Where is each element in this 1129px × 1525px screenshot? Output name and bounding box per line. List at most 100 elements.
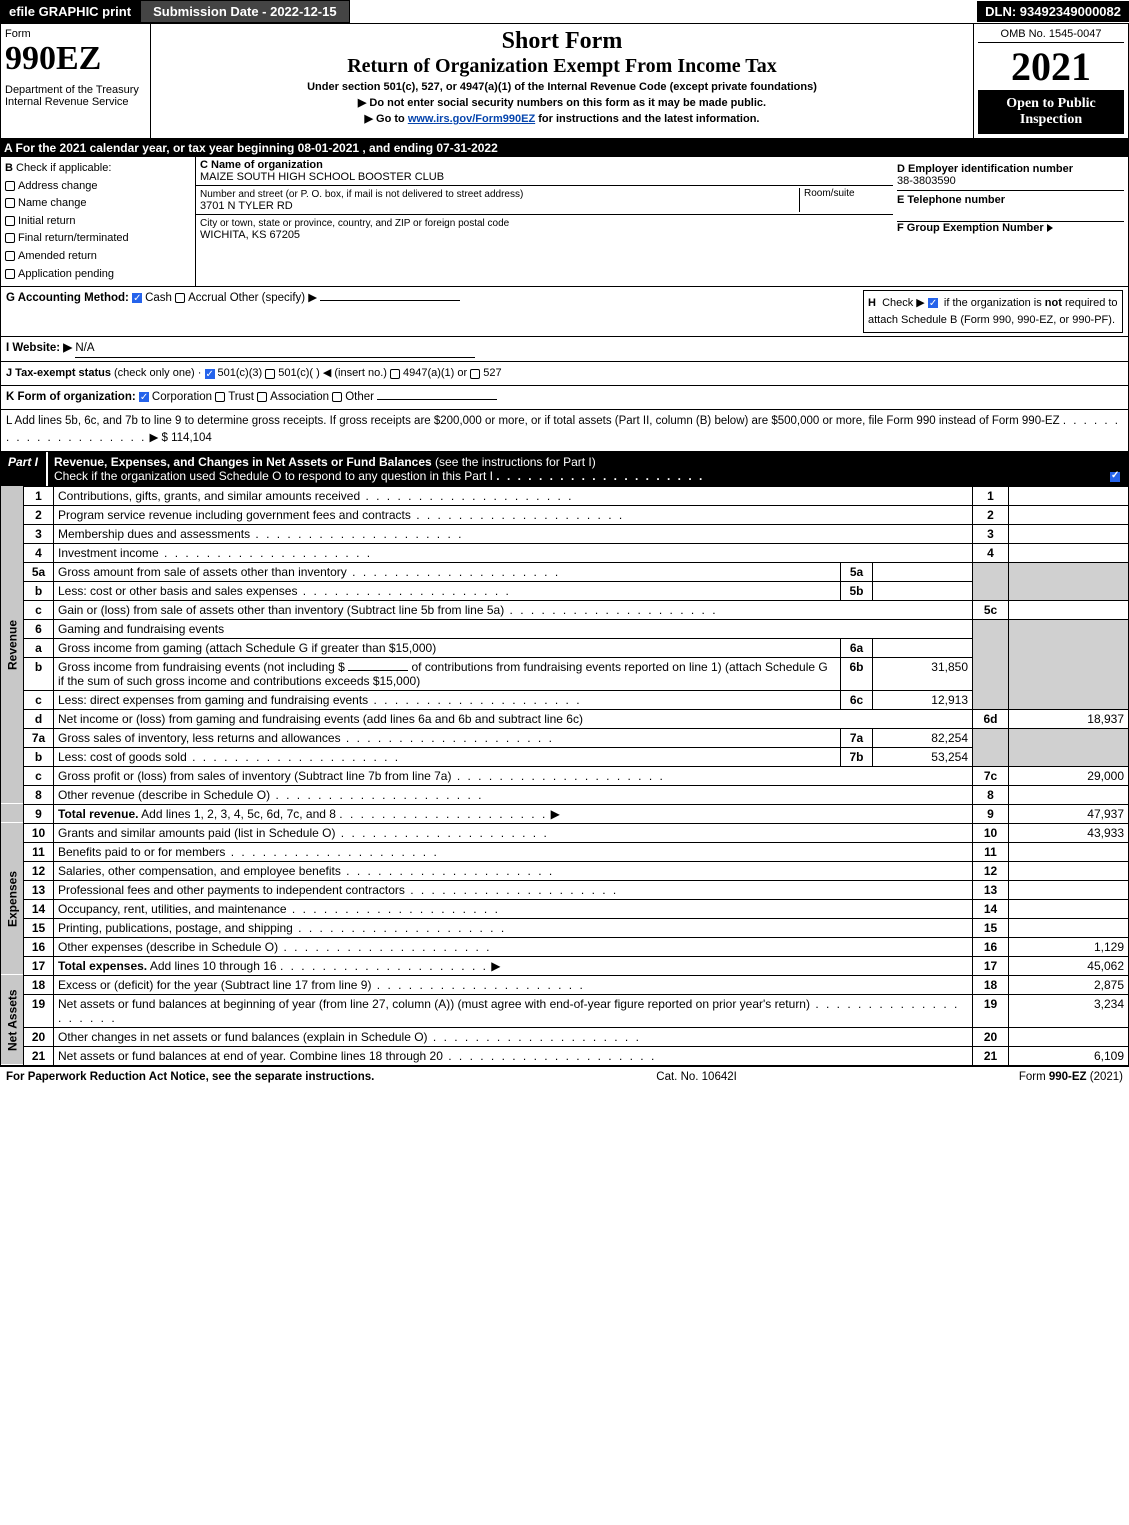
ein-label: D Employer identification number <box>897 163 1073 175</box>
other-input[interactable] <box>320 300 460 301</box>
chk-assoc[interactable] <box>257 392 267 402</box>
dln-label: DLN: 93492349000082 <box>977 1 1129 22</box>
chk-527[interactable] <box>470 369 480 379</box>
line-7c-amt: 29,000 <box>1009 766 1129 785</box>
row-g-h: G Accounting Method: Cash Accrual Other … <box>0 287 1129 337</box>
chk-501c3[interactable] <box>205 369 215 379</box>
row-a-tax-year: A For the 2021 calendar year, or tax yea… <box>0 139 1129 157</box>
tax-exempt-label: J Tax-exempt status <box>6 367 111 379</box>
chk-other-org[interactable] <box>332 392 342 402</box>
title-return: Return of Organization Exempt From Incom… <box>157 55 967 78</box>
row-j: J Tax-exempt status (check only one) · 5… <box>0 362 1129 386</box>
instruction-2: ▶ Go to www.irs.gov/Form990EZ for instru… <box>157 112 967 125</box>
line-3-text: Membership dues and assessments <box>58 527 463 541</box>
chk-4947[interactable] <box>390 369 400 379</box>
submission-date: Submission Date - 2022-12-15 <box>140 0 350 23</box>
line-6-text: Gaming and fundraising events <box>54 619 973 638</box>
line-16-text: Other expenses (describe in Schedule O) <box>58 940 491 954</box>
line-21-amt: 6,109 <box>1009 1046 1129 1065</box>
chk-app-pending[interactable] <box>5 269 15 279</box>
website-label: I Website: ▶ <box>6 342 72 354</box>
line-1-text: Contributions, gifts, grants, and simila… <box>58 489 574 503</box>
line-10-amt: 43,933 <box>1009 823 1129 842</box>
line-13-text: Professional fees and other payments to … <box>58 883 618 897</box>
chk-trust[interactable] <box>215 392 225 402</box>
instruction-1: ▶ Do not enter social security numbers o… <box>157 96 967 109</box>
line-7a-text: Gross sales of inventory, less returns a… <box>58 731 554 745</box>
open-to-public: Open to Public Inspection <box>978 90 1124 134</box>
header-center: Short Form Return of Organization Exempt… <box>151 24 973 138</box>
row-l-text: L Add lines 5b, 6c, and 7b to line 9 to … <box>6 415 1060 427</box>
chk-address-change[interactable] <box>5 181 15 191</box>
part-i-header: Part I Revenue, Expenses, and Changes in… <box>0 452 1129 486</box>
line-5c-text: Gain or (loss) from sale of assets other… <box>58 603 718 617</box>
city-label: City or town, state or province, country… <box>200 218 509 229</box>
line-12-text: Salaries, other compensation, and employ… <box>58 864 554 878</box>
subtitle: Under section 501(c), 527, or 4947(a)(1)… <box>157 81 967 93</box>
line-18-text: Excess or (deficit) for the year (Subtra… <box>58 978 585 992</box>
line-15-text: Printing, publications, postage, and shi… <box>58 921 506 935</box>
other-org-input[interactable] <box>377 399 497 400</box>
section-bcd: B Check if applicable: Address change Na… <box>0 157 1129 287</box>
chk-schedule-o[interactable] <box>1110 472 1120 482</box>
line-11-text: Benefits paid to or for members <box>58 845 439 859</box>
room-suite-label: Room/suite <box>799 188 889 212</box>
line-19-text: Net assets or fund balances at beginning… <box>58 997 959 1025</box>
row-i: I Website: ▶ N/A <box>0 337 1129 362</box>
line-18-amt: 2,875 <box>1009 975 1129 994</box>
line-17-text: Total expenses. <box>58 959 147 973</box>
group-exemption-label: F Group Exemption Number <box>897 222 1044 234</box>
h-check-box: H Check ▶ if the organization is not req… <box>863 290 1123 333</box>
column-c: C Name of organization MAIZE SOUTH HIGH … <box>196 157 893 286</box>
net-assets-label: Net Assets <box>1 975 24 1065</box>
footer-left: For Paperwork Reduction Act Notice, see … <box>6 1071 374 1083</box>
tel-label: E Telephone number <box>897 194 1005 206</box>
line-9-text: Total revenue. <box>58 807 138 821</box>
street-label: Number and street (or P. O. box, if mail… <box>200 189 523 200</box>
line-19-amt: 3,234 <box>1009 994 1129 1027</box>
c-label: C Name of organization <box>200 159 323 171</box>
line-6c-amt: 12,913 <box>873 690 973 709</box>
chk-name-change[interactable] <box>5 198 15 208</box>
irs-link[interactable]: www.irs.gov/Form990EZ <box>408 113 535 125</box>
chk-amended[interactable] <box>5 251 15 261</box>
dept-treasury: Department of the Treasury Internal Reve… <box>5 84 146 108</box>
line-17-amt: 45,062 <box>1009 956 1129 975</box>
chk-accrual[interactable] <box>175 293 185 303</box>
line-6d-text: Net income or (loss) from gaming and fun… <box>58 712 583 726</box>
revenue-label: Revenue <box>1 486 24 804</box>
chk-initial-return[interactable] <box>5 216 15 226</box>
form-word: Form <box>5 28 146 40</box>
line-16-amt: 1,129 <box>1009 937 1129 956</box>
line-6c-text: Less: direct expenses from gaming and fu… <box>58 693 582 707</box>
row-l-amount: $ 114,104 <box>162 432 212 444</box>
ein-value: 38-3803590 <box>897 175 956 187</box>
chk-cash[interactable] <box>132 293 142 303</box>
line-6a-text: Gross income from gaming (attach Schedul… <box>54 638 841 657</box>
chk-final-return[interactable] <box>5 233 15 243</box>
line-2-text: Program service revenue including govern… <box>58 508 624 522</box>
expenses-label: Expenses <box>1 823 24 975</box>
arrow-icon <box>1047 224 1053 232</box>
line-8-text: Other revenue (describe in Schedule O) <box>58 788 483 802</box>
efile-button[interactable]: efile GRAPHIC print <box>0 0 140 23</box>
line-20-text: Other changes in net assets or fund bala… <box>58 1030 641 1044</box>
chk-schedule-b[interactable] <box>928 298 938 308</box>
header-left: Form 990EZ Department of the Treasury In… <box>1 24 151 138</box>
line-7c-text: Gross profit or (loss) from sales of inv… <box>58 769 665 783</box>
line-6d-amt: 18,937 <box>1009 709 1129 728</box>
line-14-text: Occupancy, rent, utilities, and maintena… <box>58 902 500 916</box>
line-5b-text: Less: cost or other basis and sales expe… <box>58 584 511 598</box>
chk-501c[interactable] <box>265 369 275 379</box>
form-of-org-label: K Form of organization: <box>6 391 136 403</box>
header-right: OMB No. 1545-0047 2021 Open to Public In… <box>973 24 1128 138</box>
city-value: WICHITA, KS 67205 <box>200 229 300 241</box>
form-header: Form 990EZ Department of the Treasury In… <box>0 24 1129 139</box>
other-specify: Other (specify) ▶ <box>230 292 317 304</box>
footer-form: Form 990-EZ (2021) <box>1019 1071 1123 1083</box>
line-21-text: Net assets or fund balances at end of ye… <box>58 1049 656 1063</box>
column-d: D Employer identification number 38-3803… <box>893 157 1128 286</box>
line-7b-amt: 53,254 <box>873 747 973 766</box>
chk-corp[interactable] <box>139 392 149 402</box>
footer-cat-no: Cat. No. 10642I <box>656 1071 737 1083</box>
